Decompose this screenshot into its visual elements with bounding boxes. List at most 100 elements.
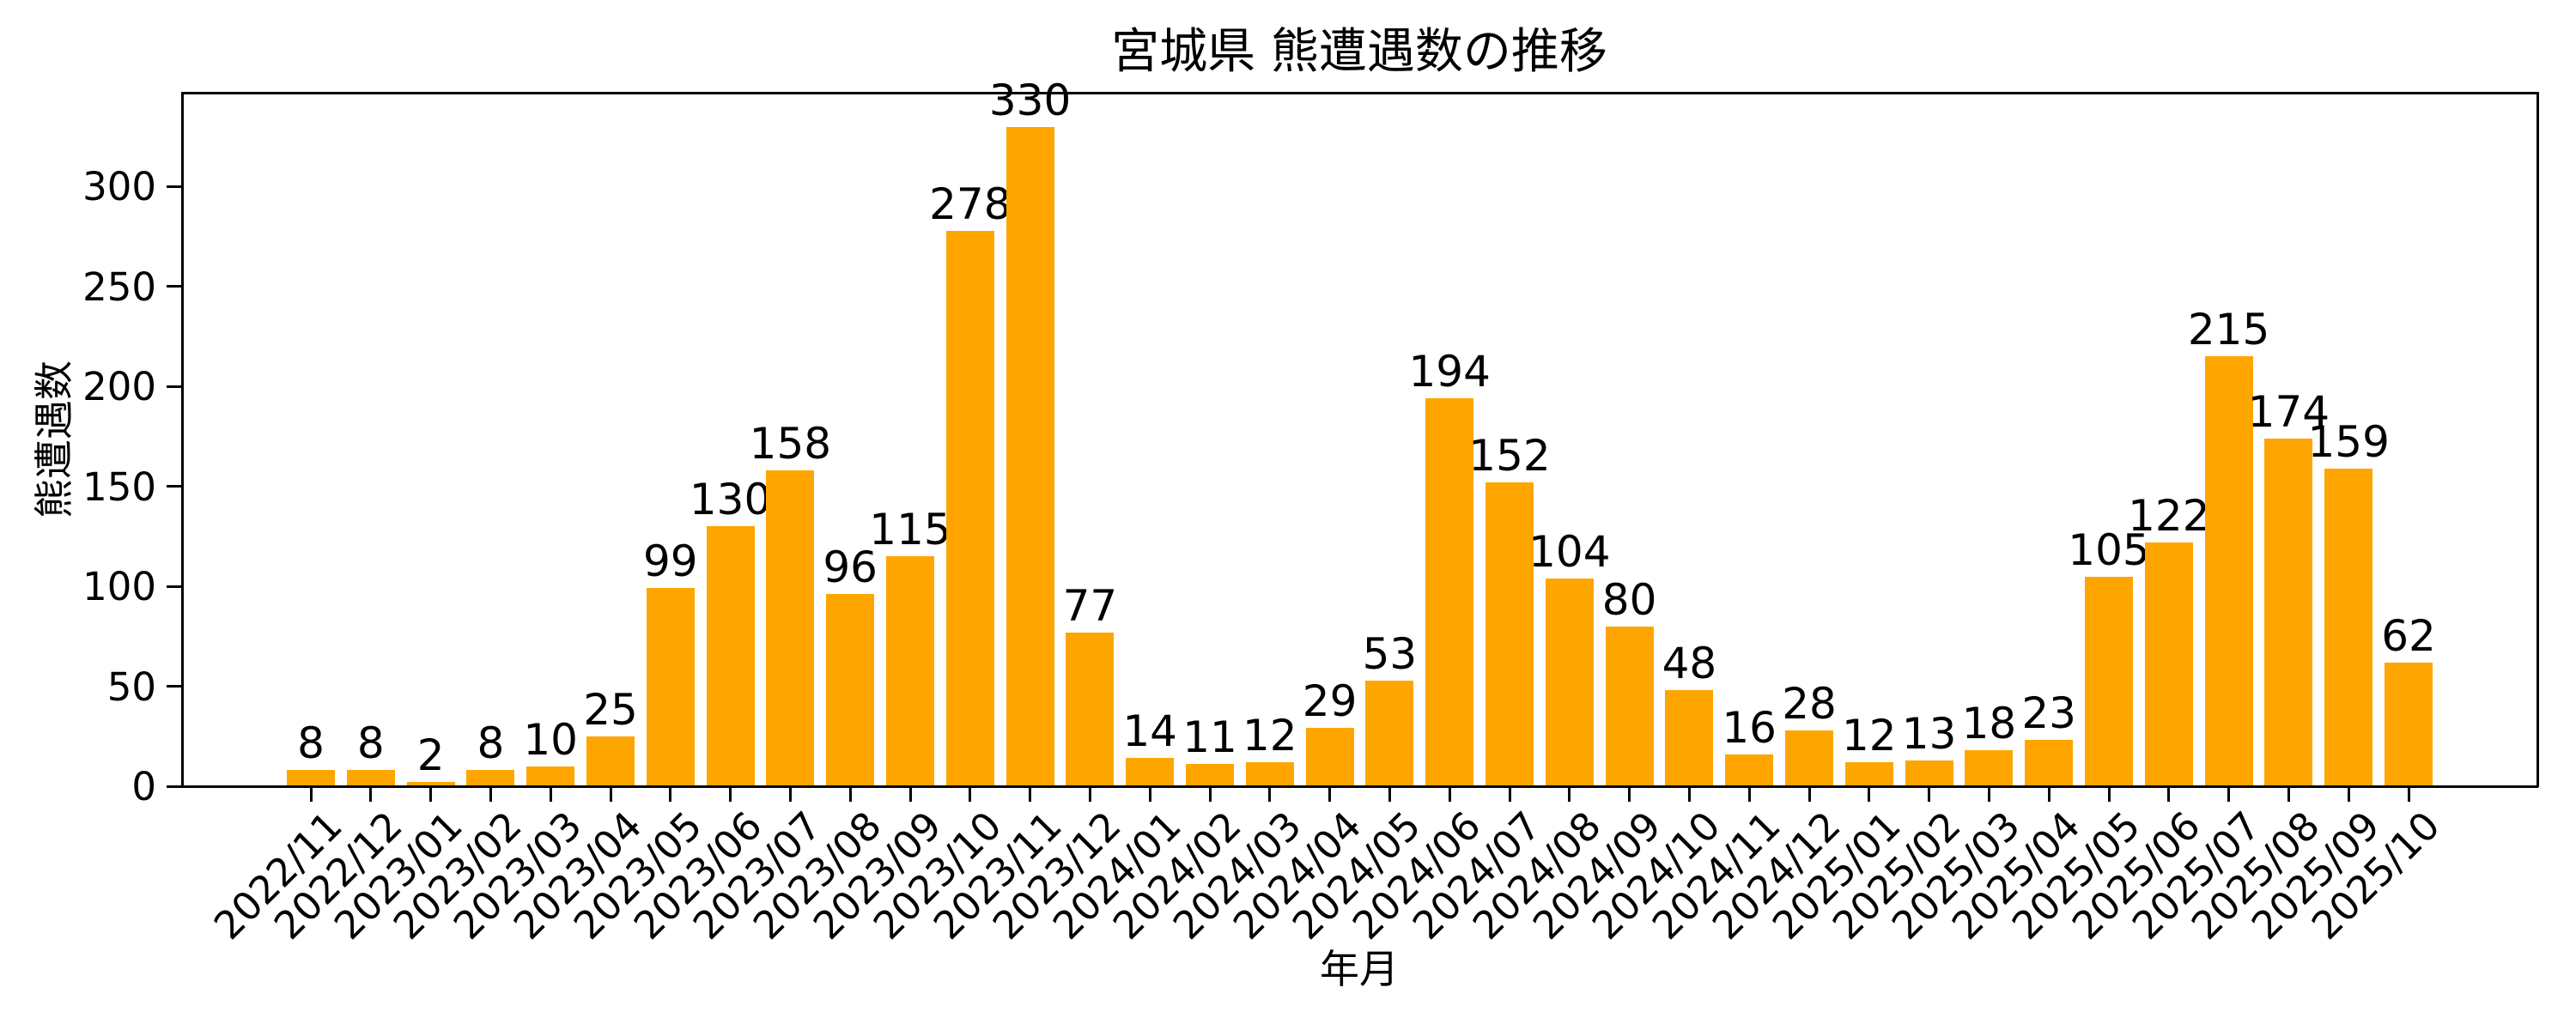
bar-value-label: 130 [689, 475, 772, 525]
bar [1245, 762, 1294, 786]
y-tick-label: 300 [82, 164, 156, 210]
x-tick-mark [1388, 786, 1391, 802]
bar-value-label: 115 [869, 505, 951, 555]
bar-value-label: 16 [1722, 702, 1777, 753]
bar [646, 588, 695, 786]
bar-value-label: 12 [1841, 711, 1897, 761]
bottom-spine [181, 785, 2538, 788]
bar-value-label: 14 [1122, 706, 1177, 757]
x-tick-mark [1807, 786, 1811, 802]
bar [346, 770, 395, 786]
bar [1305, 728, 1354, 786]
x-tick-mark [609, 786, 612, 802]
bar-value-label: 18 [1961, 699, 2017, 749]
bar [1725, 754, 1774, 786]
bar-value-label: 152 [1468, 431, 1551, 482]
x-tick-mark [2167, 786, 2171, 802]
bar-value-label: 29 [1302, 676, 1358, 727]
bar [945, 230, 994, 786]
x-tick-mark [729, 786, 732, 802]
x-tick-mark [1687, 786, 1691, 802]
x-tick-mark [489, 786, 492, 802]
bar-value-label: 105 [2068, 524, 2150, 575]
x-tick-mark [369, 786, 373, 802]
bar [886, 556, 934, 786]
bar-value-label: 77 [1062, 580, 1118, 631]
y-tick-label: 200 [82, 364, 156, 410]
chart-title: 宮城県 熊遭遇数の推移 [1111, 24, 1607, 80]
x-tick-mark [2407, 786, 2410, 802]
x-tick-mark [549, 786, 552, 802]
x-tick-mark [969, 786, 972, 802]
right-spine [2537, 92, 2539, 787]
bar [2324, 468, 2373, 786]
bar [1605, 626, 1654, 786]
x-tick-mark [1568, 786, 1571, 802]
bar-value-label: 62 [2381, 610, 2436, 661]
x-tick-mark [1987, 786, 1990, 802]
bar [466, 770, 515, 786]
bar [826, 594, 875, 786]
left-spine [181, 92, 184, 787]
top-spine [181, 92, 2538, 94]
bar [526, 766, 575, 786]
bar-value-label: 80 [1601, 574, 1657, 625]
x-tick-mark [1628, 786, 1631, 802]
bar-value-label: 53 [1362, 628, 1418, 679]
y-tick-label: 0 [131, 764, 156, 809]
x-tick-mark [2107, 786, 2111, 802]
bar [1844, 762, 1893, 786]
x-axis-label: 年月 [1320, 946, 1399, 992]
x-tick-mark [1088, 786, 1091, 802]
x-tick-mark [848, 786, 852, 802]
bar [766, 470, 815, 786]
bar-value-label: 8 [477, 718, 505, 769]
x-tick-mark [2347, 786, 2350, 802]
bar [1066, 632, 1115, 786]
bar-value-label: 330 [988, 75, 1072, 125]
x-tick-mark [1868, 786, 1871, 802]
y-tick-mark [167, 585, 182, 588]
bar [1425, 398, 1474, 786]
bar-value-label: 25 [583, 684, 638, 735]
bar-value-label: 96 [823, 542, 878, 593]
bar-value-label: 8 [356, 718, 385, 769]
bar [2204, 356, 2253, 786]
y-tick-mark [167, 485, 182, 488]
x-tick-mark [2047, 786, 2050, 802]
x-tick-mark [2227, 786, 2231, 802]
bar [2264, 438, 2313, 786]
x-tick-mark [1928, 786, 1931, 802]
bar-value-label: 2 [416, 730, 445, 781]
x-tick-mark [1268, 786, 1272, 802]
bar [1545, 578, 1594, 786]
bar-value-label: 122 [2128, 490, 2210, 541]
bar [1905, 760, 1953, 786]
x-tick-mark [1029, 786, 1032, 802]
bar-value-label: 159 [2307, 416, 2390, 467]
bar-value-label: 99 [642, 536, 698, 587]
bar [2085, 576, 2133, 786]
y-tick-mark [167, 185, 182, 188]
x-tick-mark [309, 786, 313, 802]
bar-value-label: 278 [929, 179, 1012, 229]
x-tick-mark [1148, 786, 1151, 802]
x-tick-mark [2287, 786, 2290, 802]
x-tick-mark [908, 786, 912, 802]
bar-value-label: 194 [1408, 347, 1491, 397]
bar [1785, 730, 1833, 786]
bar [706, 526, 755, 786]
y-tick-label: 100 [82, 564, 156, 610]
bar [586, 736, 635, 786]
y-tick-label: 150 [82, 464, 156, 510]
bar [1005, 126, 1054, 786]
y-tick-mark [167, 285, 182, 288]
x-tick-label-anchor: 2025/10 [1990, 803, 2449, 948]
bar [2025, 740, 2074, 786]
x-tick-mark [1747, 786, 1751, 802]
bar [1365, 680, 1414, 786]
bar-value-label: 28 [1782, 678, 1837, 729]
bar-value-label: 23 [2021, 688, 2076, 739]
